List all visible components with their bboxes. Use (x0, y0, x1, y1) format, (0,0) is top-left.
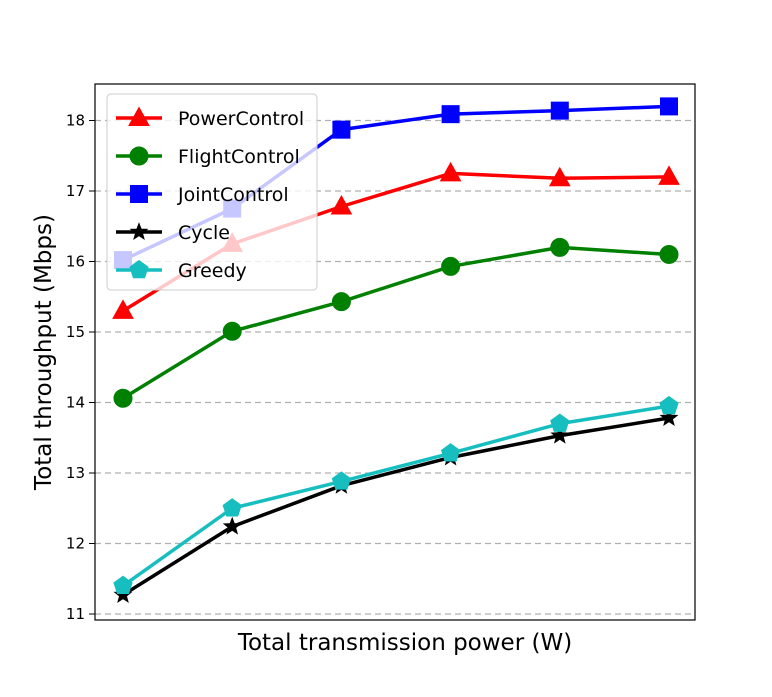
y-tick-label: 16 (66, 253, 85, 271)
data-point (550, 237, 570, 257)
data-point (659, 244, 679, 264)
data-point (331, 292, 351, 312)
y-tick-label: 13 (66, 464, 85, 482)
data-point (222, 321, 242, 341)
legend-label: Cycle (178, 222, 230, 244)
data-point (222, 498, 242, 517)
series-flightcontrol (113, 237, 679, 408)
y-axis-title: Total throughput (Mbps) (31, 214, 57, 491)
legend-marker (129, 259, 149, 279)
legend-item: PowerControl (116, 106, 304, 130)
data-point (659, 395, 679, 415)
series-greedy (113, 395, 679, 594)
y-tick-label: 14 (66, 394, 85, 412)
legend-item: JointControl (116, 184, 289, 206)
data-point (550, 413, 570, 432)
data-point (330, 194, 353, 215)
legend-label: Greedy (178, 260, 247, 282)
data-point (113, 575, 133, 594)
data-point (550, 425, 570, 444)
legend-label: PowerControl (178, 108, 304, 130)
legend-item: Greedy (116, 259, 247, 282)
data-point (331, 471, 352, 490)
series-cycle (113, 408, 679, 603)
series-line (122, 245, 670, 400)
legend-label: FlightControl (178, 146, 300, 168)
y-axis-ticks: 11 12 13 14 15 16 17 18 (66, 112, 95, 623)
data-point (659, 408, 679, 427)
y-tick-label: 15 (66, 323, 85, 341)
data-point (332, 120, 351, 139)
x-axis-title: Total transmission power (W) (237, 630, 572, 656)
data-point (113, 388, 133, 408)
legend: PowerControl FlightControl JointControl Cyc… (106, 93, 318, 291)
data-point (440, 443, 461, 462)
plot-frame (94, 83, 696, 621)
legend-box (106, 93, 318, 291)
legend-item: Cycle (116, 222, 230, 244)
legend-label: JointControl (177, 184, 289, 206)
data-point (548, 166, 571, 187)
data-point (441, 105, 460, 124)
y-tick-label: 11 (66, 605, 85, 623)
data-point (439, 161, 462, 182)
y-tick-label: 12 (66, 535, 85, 553)
legend-marker (129, 222, 149, 241)
series-line (122, 416, 670, 597)
y-tick-label: 17 (66, 182, 85, 200)
data-point (441, 256, 461, 276)
legend-marker (128, 106, 150, 126)
y-tick-label: 18 (66, 112, 85, 130)
data-point (222, 516, 242, 535)
data-point (112, 299, 134, 319)
data-point (658, 165, 680, 185)
data-point (550, 101, 569, 120)
series-line (121, 404, 670, 588)
data-point (660, 97, 678, 116)
legend-marker (130, 185, 148, 203)
legend-marker (129, 146, 149, 166)
legend-item: FlightControl (116, 146, 300, 168)
